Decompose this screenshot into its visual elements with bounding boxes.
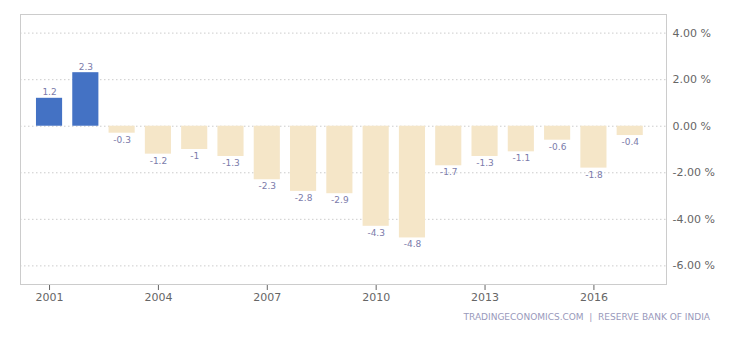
svg-text:-1.7: -1.7 xyxy=(440,167,458,177)
svg-text:2.3: 2.3 xyxy=(79,62,93,72)
svg-text:-0.3: -0.3 xyxy=(113,135,131,145)
svg-text:2.00 %: 2.00 % xyxy=(673,73,711,86)
svg-text:-1.8: -1.8 xyxy=(585,170,603,180)
svg-text:2001: 2001 xyxy=(36,291,64,304)
svg-text:-1.2: -1.2 xyxy=(150,156,168,166)
svg-text:2013: 2013 xyxy=(471,291,499,304)
svg-text:0.00 %: 0.00 % xyxy=(673,120,711,133)
svg-text:-2.8: -2.8 xyxy=(295,193,313,203)
svg-text:-6.00 %: -6.00 % xyxy=(673,259,715,272)
svg-text:1.2: 1.2 xyxy=(42,87,56,97)
svg-text:-0.4: -0.4 xyxy=(621,137,639,147)
svg-text:2007: 2007 xyxy=(253,291,281,304)
svg-text:-2.00 %: -2.00 % xyxy=(673,166,715,179)
svg-text:-4.8: -4.8 xyxy=(404,239,422,249)
svg-text:-4.3: -4.3 xyxy=(367,228,385,238)
svg-text:-1.3: -1.3 xyxy=(222,158,240,168)
svg-text:2016: 2016 xyxy=(580,291,608,304)
html-text:TRADINGECONOMICS.COM | RESERVE: TRADINGECONOMICS.COM | RESERVE BANK OF I… xyxy=(463,312,710,322)
svg-text:-1: -1 xyxy=(190,151,199,161)
svg-text:-4.00 %: -4.00 % xyxy=(673,213,715,226)
svg-text:-2.3: -2.3 xyxy=(259,181,277,191)
svg-text:-2.9: -2.9 xyxy=(331,195,349,205)
svg-text:4.00 %: 4.00 % xyxy=(673,27,711,40)
svg-text:-1.1: -1.1 xyxy=(513,153,531,163)
svg-text:2004: 2004 xyxy=(144,291,172,304)
svg-text:2010: 2010 xyxy=(362,291,390,304)
svg-text:-0.6: -0.6 xyxy=(549,142,567,152)
svg-text:-1.3: -1.3 xyxy=(476,158,494,168)
